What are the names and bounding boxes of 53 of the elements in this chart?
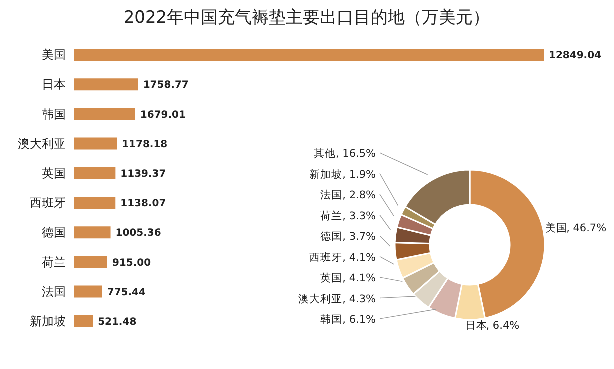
slice-label: 美国 <box>546 222 568 235</box>
slice-label: 其他 <box>314 147 336 160</box>
slice-label: 荷兰 <box>320 209 343 222</box>
data-label: , 4.1% <box>342 252 376 264</box>
slice-label: 德国 <box>320 231 343 243</box>
data-label: 1758.77 <box>143 80 189 92</box>
bar <box>74 315 94 328</box>
data-label: 1005.36 <box>116 228 162 240</box>
data-label: , 6.1% <box>342 314 376 326</box>
bar <box>74 108 136 120</box>
data-label: 1679.01 <box>140 110 186 121</box>
data-label: 915.00 <box>112 258 152 269</box>
data-label: , 16.5% <box>336 148 376 160</box>
bar <box>74 138 118 150</box>
bar <box>74 49 544 61</box>
bar <box>74 226 111 239</box>
bar <box>74 197 116 209</box>
slice-label: 日本 <box>465 319 488 332</box>
data-label: , 3.7% <box>342 231 376 243</box>
y-tick-label: 西班牙 <box>30 196 66 210</box>
data-label: , 4.1% <box>342 272 376 284</box>
bar <box>74 167 116 180</box>
chart-title: 2022年中国充气褥垫主要出口目的地（万美元） <box>122 7 492 30</box>
y-tick-label: 美国 <box>42 48 66 62</box>
slice-label: 英国 <box>320 272 343 284</box>
data-label: , 4.3% <box>342 293 376 306</box>
data-label: , 2.8% <box>342 190 376 202</box>
slice-label: 韩国 <box>320 313 343 326</box>
slice-label: 西班牙 <box>310 250 343 264</box>
data-label: 12849.04 <box>549 50 602 62</box>
bar <box>74 78 138 91</box>
data-label: 1139.37 <box>120 168 166 180</box>
data-label: , 46.7% <box>566 222 607 235</box>
y-tick-label: 法国 <box>42 284 66 299</box>
y-tick-label: 德国 <box>42 226 66 240</box>
slice-label: 法国 <box>320 188 343 202</box>
y-tick-label: 澳大利亚 <box>18 136 66 151</box>
data-label: 1178.18 <box>122 139 168 150</box>
slice-label: 新加坡 <box>310 168 343 181</box>
y-tick-label: 英国 <box>42 166 66 180</box>
data-label: 1138.07 <box>120 198 166 210</box>
y-tick-label: 荷兰 <box>42 255 66 270</box>
slice-label: 澳大利亚 <box>298 292 343 306</box>
y-tick-label: 韩国 <box>42 107 66 122</box>
y-tick-label: 日本 <box>42 78 66 92</box>
data-label: , 3.3% <box>342 210 376 222</box>
data-label: , 6.4% <box>486 320 520 332</box>
data-label: 775.44 <box>107 287 146 298</box>
data-label: , 1.9% <box>342 168 376 181</box>
bar <box>74 256 108 268</box>
y-tick-label: 新加坡 <box>30 314 66 328</box>
bar <box>74 286 102 298</box>
data-label: 521.48 <box>98 316 137 328</box>
